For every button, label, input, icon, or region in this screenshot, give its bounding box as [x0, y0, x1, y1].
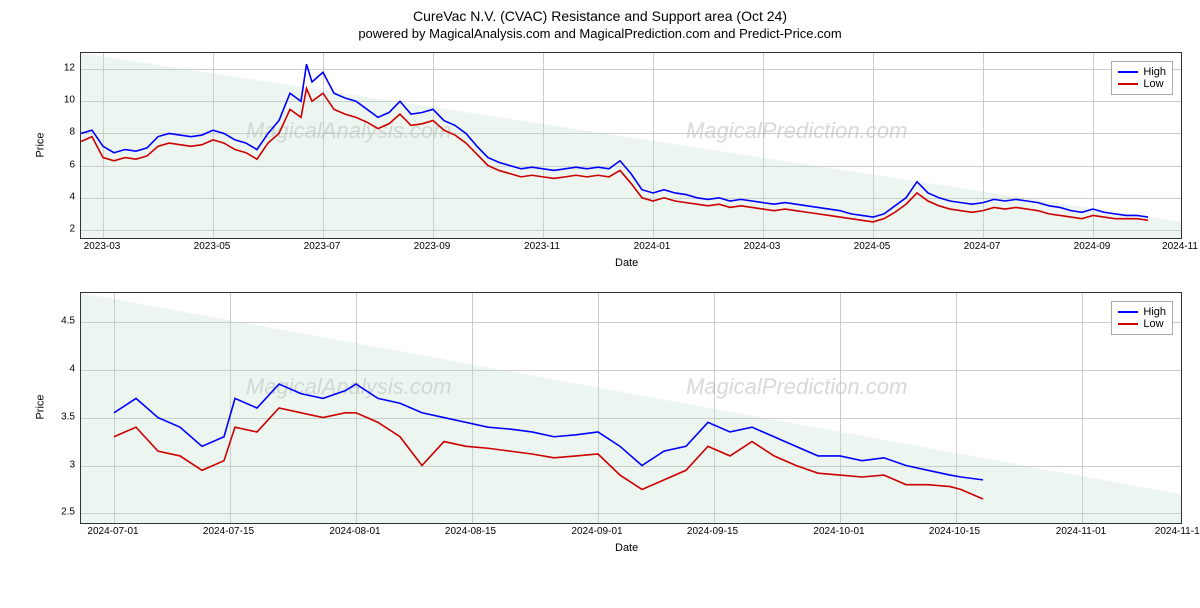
- legend: HighLow: [1111, 301, 1173, 335]
- y-axis-label: Price: [35, 132, 47, 157]
- legend: HighLow: [1111, 61, 1173, 95]
- y-tick-label: 3.5: [45, 411, 75, 422]
- chart-subtitle: powered by MagicalAnalysis.com and Magic…: [0, 26, 1200, 41]
- chart-container: CureVac N.V. (CVAC) Resistance and Suppo…: [0, 8, 1200, 608]
- plot-area-bottom: MagicalAnalysis.comMagicalPrediction.com…: [80, 292, 1182, 524]
- x-tick-label: 2024-10-15: [929, 526, 980, 537]
- x-tick-label: 2024-11: [1162, 241, 1198, 252]
- legend-item-low: Low: [1118, 318, 1166, 330]
- grid-line-v: [1181, 293, 1182, 523]
- legend-swatch-low: [1118, 323, 1138, 325]
- x-tick-label: 2024-03: [744, 241, 781, 252]
- x-axis-label: Date: [615, 542, 638, 554]
- x-tick-label: 2023-07: [304, 241, 341, 252]
- x-tick-label: 2024-01: [634, 241, 671, 252]
- x-tick-label: 2024-09: [1074, 241, 1111, 252]
- chart-bottom: MagicalAnalysis.comMagicalPrediction.com…: [20, 287, 1180, 567]
- legend-item-high: High: [1118, 306, 1166, 318]
- support-resistance-fill: [81, 53, 1181, 238]
- x-tick-label: 2024-09-15: [687, 526, 738, 537]
- y-tick-label: 6: [45, 159, 75, 170]
- x-tick-label: 2023-09: [414, 241, 451, 252]
- chart-title: CureVac N.V. (CVAC) Resistance and Suppo…: [0, 8, 1200, 24]
- x-tick-label: 2024-11-01: [1056, 526, 1106, 537]
- chart-top: MagicalAnalysis.comMagicalPrediction.com…: [20, 47, 1180, 277]
- x-tick-label: 2024-05: [854, 241, 891, 252]
- y-tick-label: 4: [45, 363, 75, 374]
- y-tick-label: 2: [45, 223, 75, 234]
- x-tick-label: 2024-09-01: [571, 526, 622, 537]
- x-tick-label: 2024-07-15: [203, 526, 254, 537]
- y-tick-label: 4: [45, 191, 75, 202]
- x-tick-label: 2024-07: [964, 241, 1001, 252]
- y-tick-label: 3: [45, 459, 75, 470]
- legend-swatch-high: [1118, 71, 1138, 73]
- plot-area-top: MagicalAnalysis.comMagicalPrediction.com…: [80, 52, 1182, 239]
- x-axis-label: Date: [615, 257, 638, 269]
- x-tick-label: 2024-10-01: [813, 526, 864, 537]
- x-tick-label: 2024-07-01: [87, 526, 138, 537]
- x-tick-label: 2023-11: [524, 241, 560, 252]
- y-tick-label: 4.5: [45, 315, 75, 326]
- support-resistance-fill: [81, 293, 1181, 523]
- y-tick-label: 2.5: [45, 507, 75, 518]
- legend-item-low: Low: [1118, 78, 1166, 90]
- x-tick-label: 2024-08-15: [445, 526, 496, 537]
- legend-swatch-high: [1118, 311, 1138, 313]
- legend-label-low: Low: [1143, 318, 1163, 330]
- x-tick-label: 2024-11-15: [1155, 526, 1200, 537]
- y-axis-label: Price: [35, 394, 47, 419]
- legend-label-high: High: [1143, 306, 1166, 318]
- legend-item-high: High: [1118, 66, 1166, 78]
- chart-svg: [81, 53, 1181, 238]
- chart-svg: [81, 293, 1181, 523]
- grid-line-v: [1181, 53, 1182, 238]
- x-tick-label: 2024-08-01: [329, 526, 380, 537]
- y-tick-label: 10: [45, 95, 75, 106]
- legend-swatch-low: [1118, 83, 1138, 85]
- x-tick-label: 2023-05: [194, 241, 231, 252]
- legend-label-high: High: [1143, 66, 1166, 78]
- y-tick-label: 12: [45, 63, 75, 74]
- x-tick-label: 2023-03: [84, 241, 121, 252]
- y-tick-label: 8: [45, 127, 75, 138]
- legend-label-low: Low: [1143, 78, 1163, 90]
